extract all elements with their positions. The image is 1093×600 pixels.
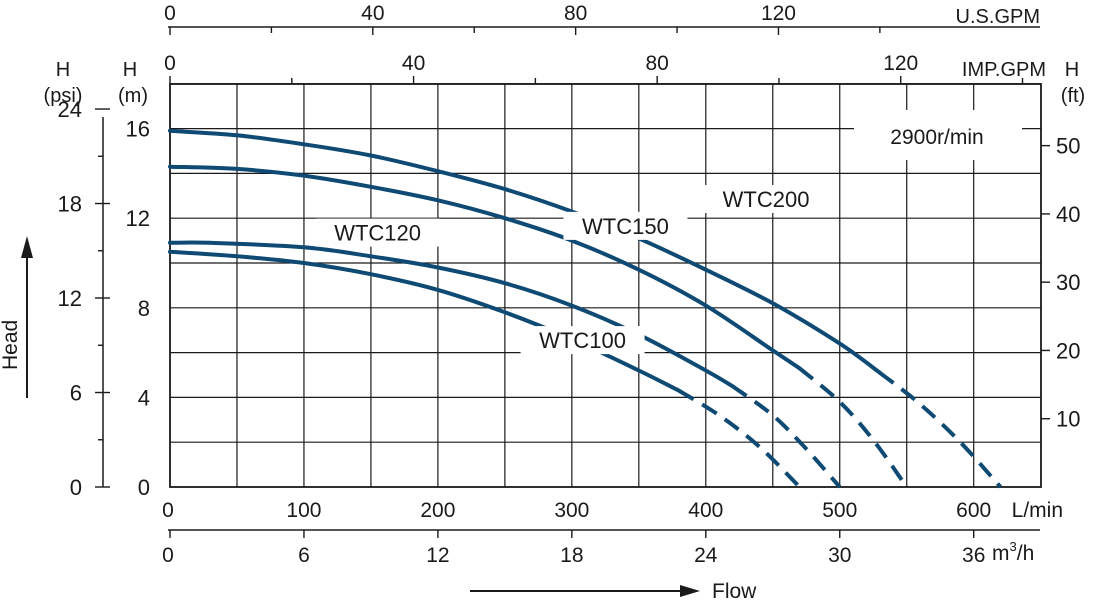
m3h-tick-label: 36: [962, 544, 985, 567]
ft-axis-h-label: H: [1065, 59, 1079, 81]
impgpm-tick-label: 80: [645, 52, 668, 75]
psi-axis-h-label: H: [56, 59, 70, 81]
curve-label-wtc200: WTC200: [723, 187, 810, 212]
lmin-tick-label: 400: [688, 499, 723, 522]
speed-label: 2900r/min: [890, 126, 983, 149]
lmin-unit-label: L/min: [1012, 499, 1063, 522]
lmin-tick-label: 0: [162, 499, 174, 522]
m-axis-unit: (m): [118, 85, 148, 107]
pump-curves: WTC100 WTC120 WTC150 WTC200: [168, 128, 1002, 489]
usgpm-tick-label: 0: [164, 2, 176, 25]
lmin-tick-label: 600: [956, 499, 991, 522]
lmin-tick-label: 500: [822, 499, 857, 522]
usgpm-tick-label: 120: [761, 2, 796, 25]
psi-tick-label: 24: [58, 97, 82, 122]
impgpm-tick-label: 120: [883, 52, 918, 75]
m-tick-label: 16: [126, 117, 150, 142]
head-axis-title: Head: [0, 320, 22, 370]
usgpm-tick-label: 80: [564, 2, 587, 25]
curve-wtc150-solid: [168, 164, 802, 371]
usgpm-scale: 0 40 80 120 U.S.GPM: [164, 2, 1040, 35]
head-arrow: Head: [0, 236, 33, 398]
usgpm-unit-label: U.S.GPM: [956, 6, 1040, 28]
curve-label-wtc150: WTC150: [582, 214, 669, 239]
curve-label-bg-wtc120: [315, 218, 440, 247]
lmin-tick-label: 300: [554, 499, 589, 522]
curve-wtc150-dashed: [798, 366, 909, 489]
ft-tick-label: 50: [1056, 134, 1080, 159]
curve-wtc100-dashed: [677, 388, 802, 489]
flow-arrow: Flow: [470, 580, 757, 600]
curve-wtc100-solid: [168, 249, 681, 393]
impgpm-unit-label: IMP.GPM: [962, 59, 1046, 81]
psi-tick-label: 6: [70, 381, 82, 406]
ft-tick-label: 20: [1056, 338, 1080, 363]
psi-tick-label: 18: [58, 192, 82, 217]
m-tick-label: 0: [138, 475, 150, 500]
ft-tick-label: 10: [1056, 407, 1080, 432]
impgpm-tick-label: 40: [402, 52, 425, 75]
speed-label-bg: [854, 110, 1022, 160]
psi-axis: H (psi) 0 6 12 18 24: [44, 59, 110, 500]
m-axis-h-label: H: [123, 59, 137, 81]
impgpm-tick-label: 0: [164, 52, 176, 75]
m3h-unit-label: m3/h: [992, 539, 1034, 565]
curve-label-bg-wtc150: [563, 211, 688, 240]
curve-label-bg-wtc200: [704, 185, 829, 213]
impgpm-scale: 0 40 80 120 IMP.GPM: [164, 52, 1046, 84]
curve-wtc200-solid: [168, 128, 882, 375]
m3h-scale: 0 6 12 18 24 30 36 m3/h: [162, 529, 1040, 567]
lmin-tick-label: 100: [286, 499, 321, 522]
m3h-tick-label: 24: [694, 544, 718, 567]
m-tick-label: 4: [138, 385, 150, 410]
m3h-tick-label: 6: [298, 544, 310, 567]
head-arrow-head: [21, 236, 33, 258]
flow-arrow-head: [680, 585, 700, 597]
curve-label-bg-wtc100: [520, 326, 645, 355]
m3h-tick-label: 30: [828, 544, 851, 567]
m3h-tick-label: 18: [560, 544, 583, 567]
curve-label-wtc100: WTC100: [539, 328, 626, 353]
psi-tick-label: 0: [70, 475, 82, 500]
curve-wtc200-dashed: [878, 371, 1002, 489]
curve-label-wtc120: WTC120: [334, 221, 421, 246]
ft-tick-label: 40: [1056, 202, 1080, 227]
psi-tick-label: 12: [58, 286, 82, 311]
ft-tick-label: 30: [1056, 270, 1080, 295]
m-tick-label: 12: [126, 206, 150, 231]
psi-axis-unit: (psi): [44, 85, 83, 107]
m3h-tick-label: 12: [426, 544, 449, 567]
flow-axis-title: Flow: [712, 580, 757, 600]
m-tick-label: 8: [138, 296, 150, 321]
ft-axis-unit: (ft): [1061, 85, 1085, 107]
curve-wtc120-solid: [168, 240, 735, 389]
m3h-tick-label: 0: [162, 544, 174, 567]
plot-frame: [169, 83, 1042, 488]
lmin-tick-label: 200: [420, 499, 455, 522]
usgpm-tick-label: 40: [361, 2, 384, 25]
